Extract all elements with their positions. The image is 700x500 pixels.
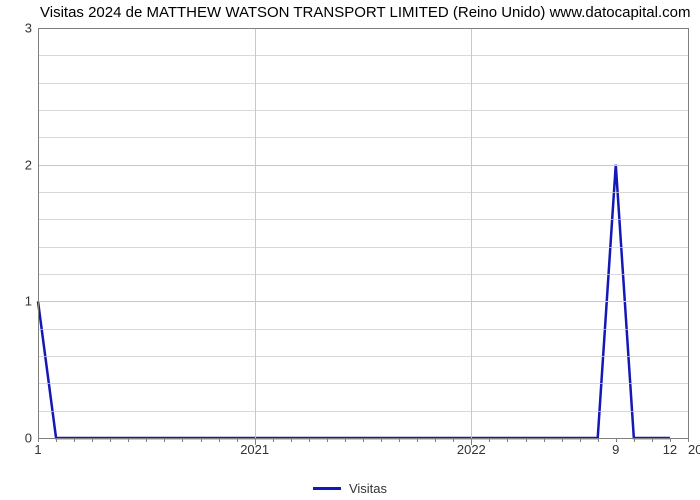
legend-swatch <box>313 487 341 490</box>
axis-border <box>38 438 688 439</box>
plot-area: 0123202120221912202 <box>38 28 688 438</box>
ytick-label: 1 <box>25 294 38 309</box>
axis-border <box>688 28 689 438</box>
grid-h-minor <box>38 55 688 56</box>
grid-v-major <box>471 28 472 438</box>
grid-h-minor <box>38 83 688 84</box>
grid-v-major <box>255 28 256 438</box>
xtick-edge-label: 202 <box>688 438 700 457</box>
chart-container: Visitas 2024 de MATTHEW WATSON TRANSPORT… <box>0 0 700 500</box>
grid-h-minor <box>38 192 688 193</box>
grid-h-major <box>38 165 688 166</box>
grid-h-minor <box>38 329 688 330</box>
axis-border <box>38 28 39 438</box>
grid-h-minor <box>38 274 688 275</box>
grid-h-minor <box>38 411 688 412</box>
chart-title: Visitas 2024 de MATTHEW WATSON TRANSPORT… <box>0 4 700 21</box>
grid-h-major <box>38 301 688 302</box>
legend-label: Visitas <box>349 481 387 496</box>
grid-h-minor <box>38 110 688 111</box>
axis-border <box>38 28 688 29</box>
grid-h-minor <box>38 219 688 220</box>
line-series <box>38 28 688 438</box>
grid-h-minor <box>38 247 688 248</box>
xtick-minor <box>688 438 689 442</box>
grid-h-minor <box>38 383 688 384</box>
ytick-label: 2 <box>25 157 38 172</box>
grid-h-minor <box>38 356 688 357</box>
grid-h-minor <box>38 137 688 138</box>
ytick-label: 3 <box>25 21 38 36</box>
legend: Visitas <box>0 481 700 496</box>
